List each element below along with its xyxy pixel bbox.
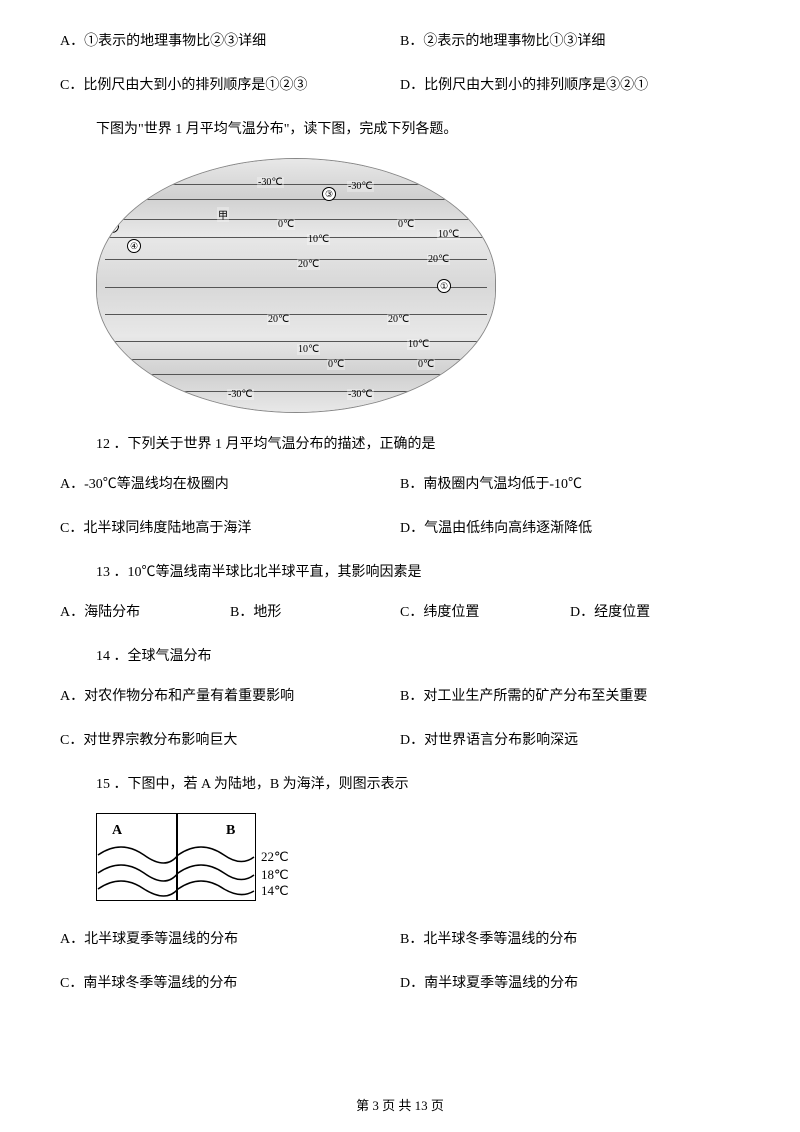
map-marker: ④ bbox=[127, 239, 141, 253]
q12-body: 下列关于世界 1 月平均气温分布的描述，正确的是 bbox=[128, 437, 436, 452]
q14-option-b: B．对工业生产所需的矿产分布至关重要 bbox=[400, 685, 740, 705]
q13-option-c: C．纬度位置 bbox=[400, 601, 570, 621]
isotherm-line bbox=[105, 314, 487, 315]
q12-option-b: B．南极圈内气温均低于-10℃ bbox=[400, 473, 740, 493]
q14-option-a: A．对农作物分布和产量有着重要影响 bbox=[60, 685, 400, 705]
q12-option-c: C．北半球同纬度陆地高于海洋 bbox=[60, 517, 400, 537]
isotherm-label: 10℃ bbox=[437, 229, 460, 240]
q12-options-row1: A．-30℃等温线均在极圈内 B．南极圈内气温均低于-10℃ bbox=[60, 473, 740, 493]
isotherm-line bbox=[105, 237, 487, 238]
temp-label-1: 22℃ bbox=[261, 849, 289, 865]
q15-options-row1: A．北半球夏季等温线的分布 B．北半球冬季等温线的分布 bbox=[60, 928, 740, 948]
temp-label-2: 18℃ bbox=[261, 867, 289, 883]
map-jia-label: 甲 bbox=[217, 207, 229, 222]
isotherm-label: -30℃ bbox=[347, 389, 374, 400]
q12-intro: 下图为"世界 1 月平均气温分布"，读下图，完成下列各题。 bbox=[96, 118, 740, 138]
q14-text: 14 ．全球气温分布 bbox=[96, 645, 740, 665]
q14-number: 14 ． bbox=[96, 649, 128, 664]
q11-option-a: A．①表示的地理事物比②③详细 bbox=[60, 30, 400, 50]
q14-option-d: D．对世界语言分布影响深远 bbox=[400, 729, 740, 749]
map-marker: ③ bbox=[322, 187, 336, 201]
isotherm-label: -30℃ bbox=[257, 177, 284, 188]
isotherm-line bbox=[105, 199, 487, 200]
isotherm-label: 0℃ bbox=[277, 219, 295, 230]
q13-options: A．海陆分布 B．地形 C．纬度位置 D．经度位置 bbox=[60, 601, 740, 621]
q13-body: 10℃等温线南半球比北半球平直，其影响因素是 bbox=[128, 565, 422, 580]
isotherm-line bbox=[105, 219, 487, 220]
isotherm-diagram: A B 22℃ 18℃ 14℃ bbox=[96, 813, 306, 908]
map-marker: ① bbox=[437, 279, 451, 293]
q13-number: 13 ． bbox=[96, 565, 128, 580]
q13-text: 13 ．10℃等温线南半球比北半球平直，其影响因素是 bbox=[96, 561, 740, 581]
isotherm-label: 10℃ bbox=[297, 344, 320, 355]
q12-option-a: A．-30℃等温线均在极圈内 bbox=[60, 473, 400, 493]
temp-label-3: 14℃ bbox=[261, 883, 289, 899]
q11-options-row2: C．比例尺由大到小的排列顺序是①②③ D．比例尺由大到小的排列顺序是③②① bbox=[60, 74, 740, 94]
q11-option-d: D．比例尺由大到小的排列顺序是③②① bbox=[400, 74, 740, 94]
q15-diagram-figure: A B 22℃ 18℃ 14℃ bbox=[96, 813, 740, 908]
map-marker: ② bbox=[105, 219, 119, 233]
q15-option-d: D．南半球夏季等温线的分布 bbox=[400, 972, 740, 992]
isotherm-label: 10℃ bbox=[307, 234, 330, 245]
q12-options-row2: C．北半球同纬度陆地高于海洋 D．气温由低纬向高纬逐渐降低 bbox=[60, 517, 740, 537]
q12-option-d: D．气温由低纬向高纬逐渐降低 bbox=[400, 517, 740, 537]
isotherm-label: 20℃ bbox=[387, 314, 410, 325]
isotherm-label: 20℃ bbox=[297, 259, 320, 270]
q15-option-b: B．北半球冬季等温线的分布 bbox=[400, 928, 740, 948]
q12-text: 12 ．下列关于世界 1 月平均气温分布的描述，正确的是 bbox=[96, 433, 740, 453]
isotherm-label: -30℃ bbox=[227, 389, 254, 400]
q11-options-row1: A．①表示的地理事物比②③详细 B．②表示的地理事物比①③详细 bbox=[60, 30, 740, 50]
q13-option-d: D．经度位置 bbox=[570, 601, 740, 621]
q13-option-a: A．海陆分布 bbox=[60, 601, 230, 621]
q15-body: 下图中，若 A 为陆地，B 为海洋，则图示表示 bbox=[128, 777, 409, 792]
q15-text: 15 ．下图中，若 A 为陆地，B 为海洋，则图示表示 bbox=[96, 773, 740, 793]
isotherm-line bbox=[105, 287, 487, 288]
isotherm-label: -30℃ bbox=[347, 181, 374, 192]
q12-number: 12 ． bbox=[96, 437, 128, 452]
world-map: -30℃ -30℃ 0℃ 0℃ 10℃ 10℃ 20℃ 20℃ 20℃ 20℃ 10℃ 10℃ 0℃ 0℃… bbox=[96, 158, 496, 413]
isotherm-label: 0℃ bbox=[327, 359, 345, 370]
isotherm-label: 0℃ bbox=[417, 359, 435, 370]
isotherm-line bbox=[105, 391, 487, 392]
q14-options-row2: C．对世界宗教分布影响巨大 D．对世界语言分布影响深远 bbox=[60, 729, 740, 749]
isotherm-label: 20℃ bbox=[427, 254, 450, 265]
q13-option-b: B．地形 bbox=[230, 601, 400, 621]
isotherm-line bbox=[105, 374, 487, 375]
page-footer: 第 3 页 共 13 页 bbox=[0, 1095, 800, 1114]
q14-option-c: C．对世界宗教分布影响巨大 bbox=[60, 729, 400, 749]
isotherm-label: 20℃ bbox=[267, 314, 290, 325]
isotherm-label: 0℃ bbox=[397, 219, 415, 230]
q15-option-a: A．北半球夏季等温线的分布 bbox=[60, 928, 400, 948]
q11-option-c: C．比例尺由大到小的排列顺序是①②③ bbox=[60, 74, 400, 94]
q15-option-c: C．南半球冬季等温线的分布 bbox=[60, 972, 400, 992]
isotherm-line bbox=[105, 184, 487, 185]
q14-options-row1: A．对农作物分布和产量有着重要影响 B．对工业生产所需的矿产分布至关重要 bbox=[60, 685, 740, 705]
isotherm-curves bbox=[96, 813, 256, 901]
isotherm-label: 10℃ bbox=[407, 339, 430, 350]
q14-body: 全球气温分布 bbox=[128, 649, 212, 664]
q15-number: 15 ． bbox=[96, 777, 128, 792]
world-temp-map-figure: -30℃ -30℃ 0℃ 0℃ 10℃ 10℃ 20℃ 20℃ 20℃ 20℃ 10℃ 10℃ 0℃ 0℃… bbox=[96, 158, 740, 413]
q11-option-b: B．②表示的地理事物比①③详细 bbox=[400, 30, 740, 50]
q15-options-row2: C．南半球冬季等温线的分布 D．南半球夏季等温线的分布 bbox=[60, 972, 740, 992]
